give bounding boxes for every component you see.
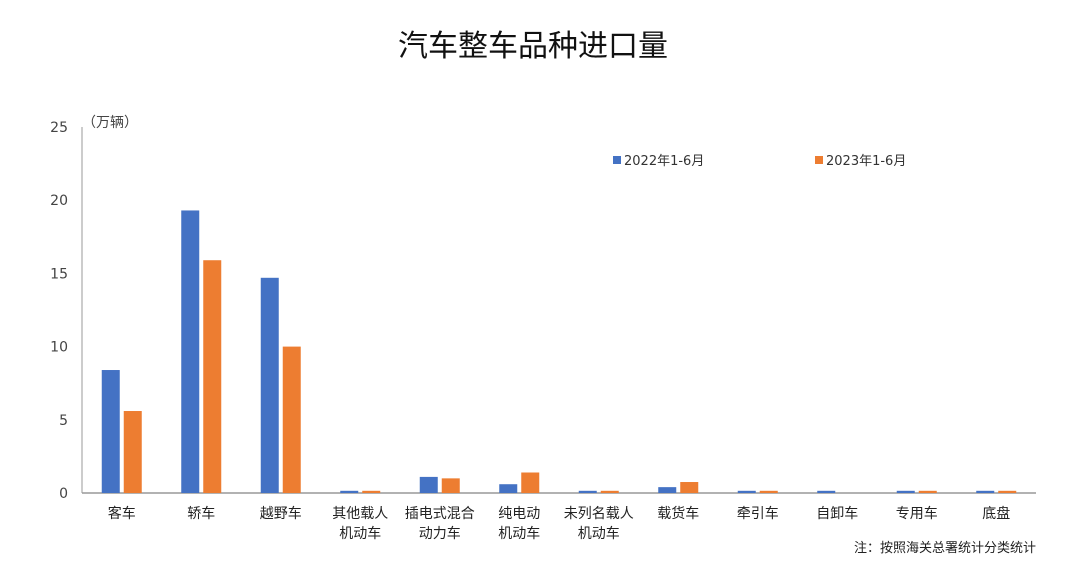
bar-2022 [340,490,359,493]
bar-2023 [759,490,778,493]
bar-2023 [441,478,460,493]
x-category-label: 纯电动机动车 [498,506,540,542]
x-category-label: 插电式混合动力车 [405,506,475,542]
bar-2022 [976,490,995,493]
x-category-label: 未列名载人机动车 [564,506,634,542]
bar-2022 [658,487,677,493]
y-tick-label: 20 [50,193,68,209]
x-category-label: 牵引车 [737,505,779,522]
x-category-label: 底盘 [982,505,1010,522]
bar-2023 [123,411,142,493]
bar-2022 [181,210,200,493]
x-category-label: 专用车 [896,505,938,522]
x-category-label: 越野车 [260,505,302,522]
bar-2023 [282,346,301,493]
bar-2022 [499,484,518,493]
legend-label: 2022年1-6月 [624,154,704,169]
x-category-label: 轿车 [187,505,215,522]
x-category-label: 载货车 [657,505,699,522]
bar-2022 [260,277,279,493]
bar-2023 [600,490,619,493]
bar-2023 [998,490,1017,493]
bar-2023 [362,490,381,493]
bar-2023 [203,260,222,493]
bar-2023 [918,490,937,493]
bar-2023 [521,472,540,493]
bar-2022 [896,490,915,493]
y-tick-label: 5 [59,413,68,429]
bar-2022 [101,370,120,493]
source-note: 注：按照海关总署统计分类统计 [854,541,1036,556]
y-tick-label: 25 [50,120,68,136]
x-category-label: 自卸车 [816,505,858,522]
y-tick-label: 15 [50,266,68,282]
legend-swatch [613,156,621,164]
bar-2022 [578,490,597,493]
legend-label: 2023年1-6月 [826,154,906,169]
x-category-label: 其他载人机动车 [332,506,388,542]
y-axis-unit-label: （万辆） [82,115,138,131]
bar-2023 [680,482,699,493]
x-category-label: 客车 [108,505,136,522]
bar-2022 [419,476,438,493]
chart-title: 汽车整车品种进口量 [398,29,668,64]
bar-2022 [817,490,836,493]
legend-swatch [815,156,823,164]
bar-2022 [737,490,756,493]
y-tick-label: 0 [59,486,68,502]
y-tick-label: 10 [50,340,68,356]
